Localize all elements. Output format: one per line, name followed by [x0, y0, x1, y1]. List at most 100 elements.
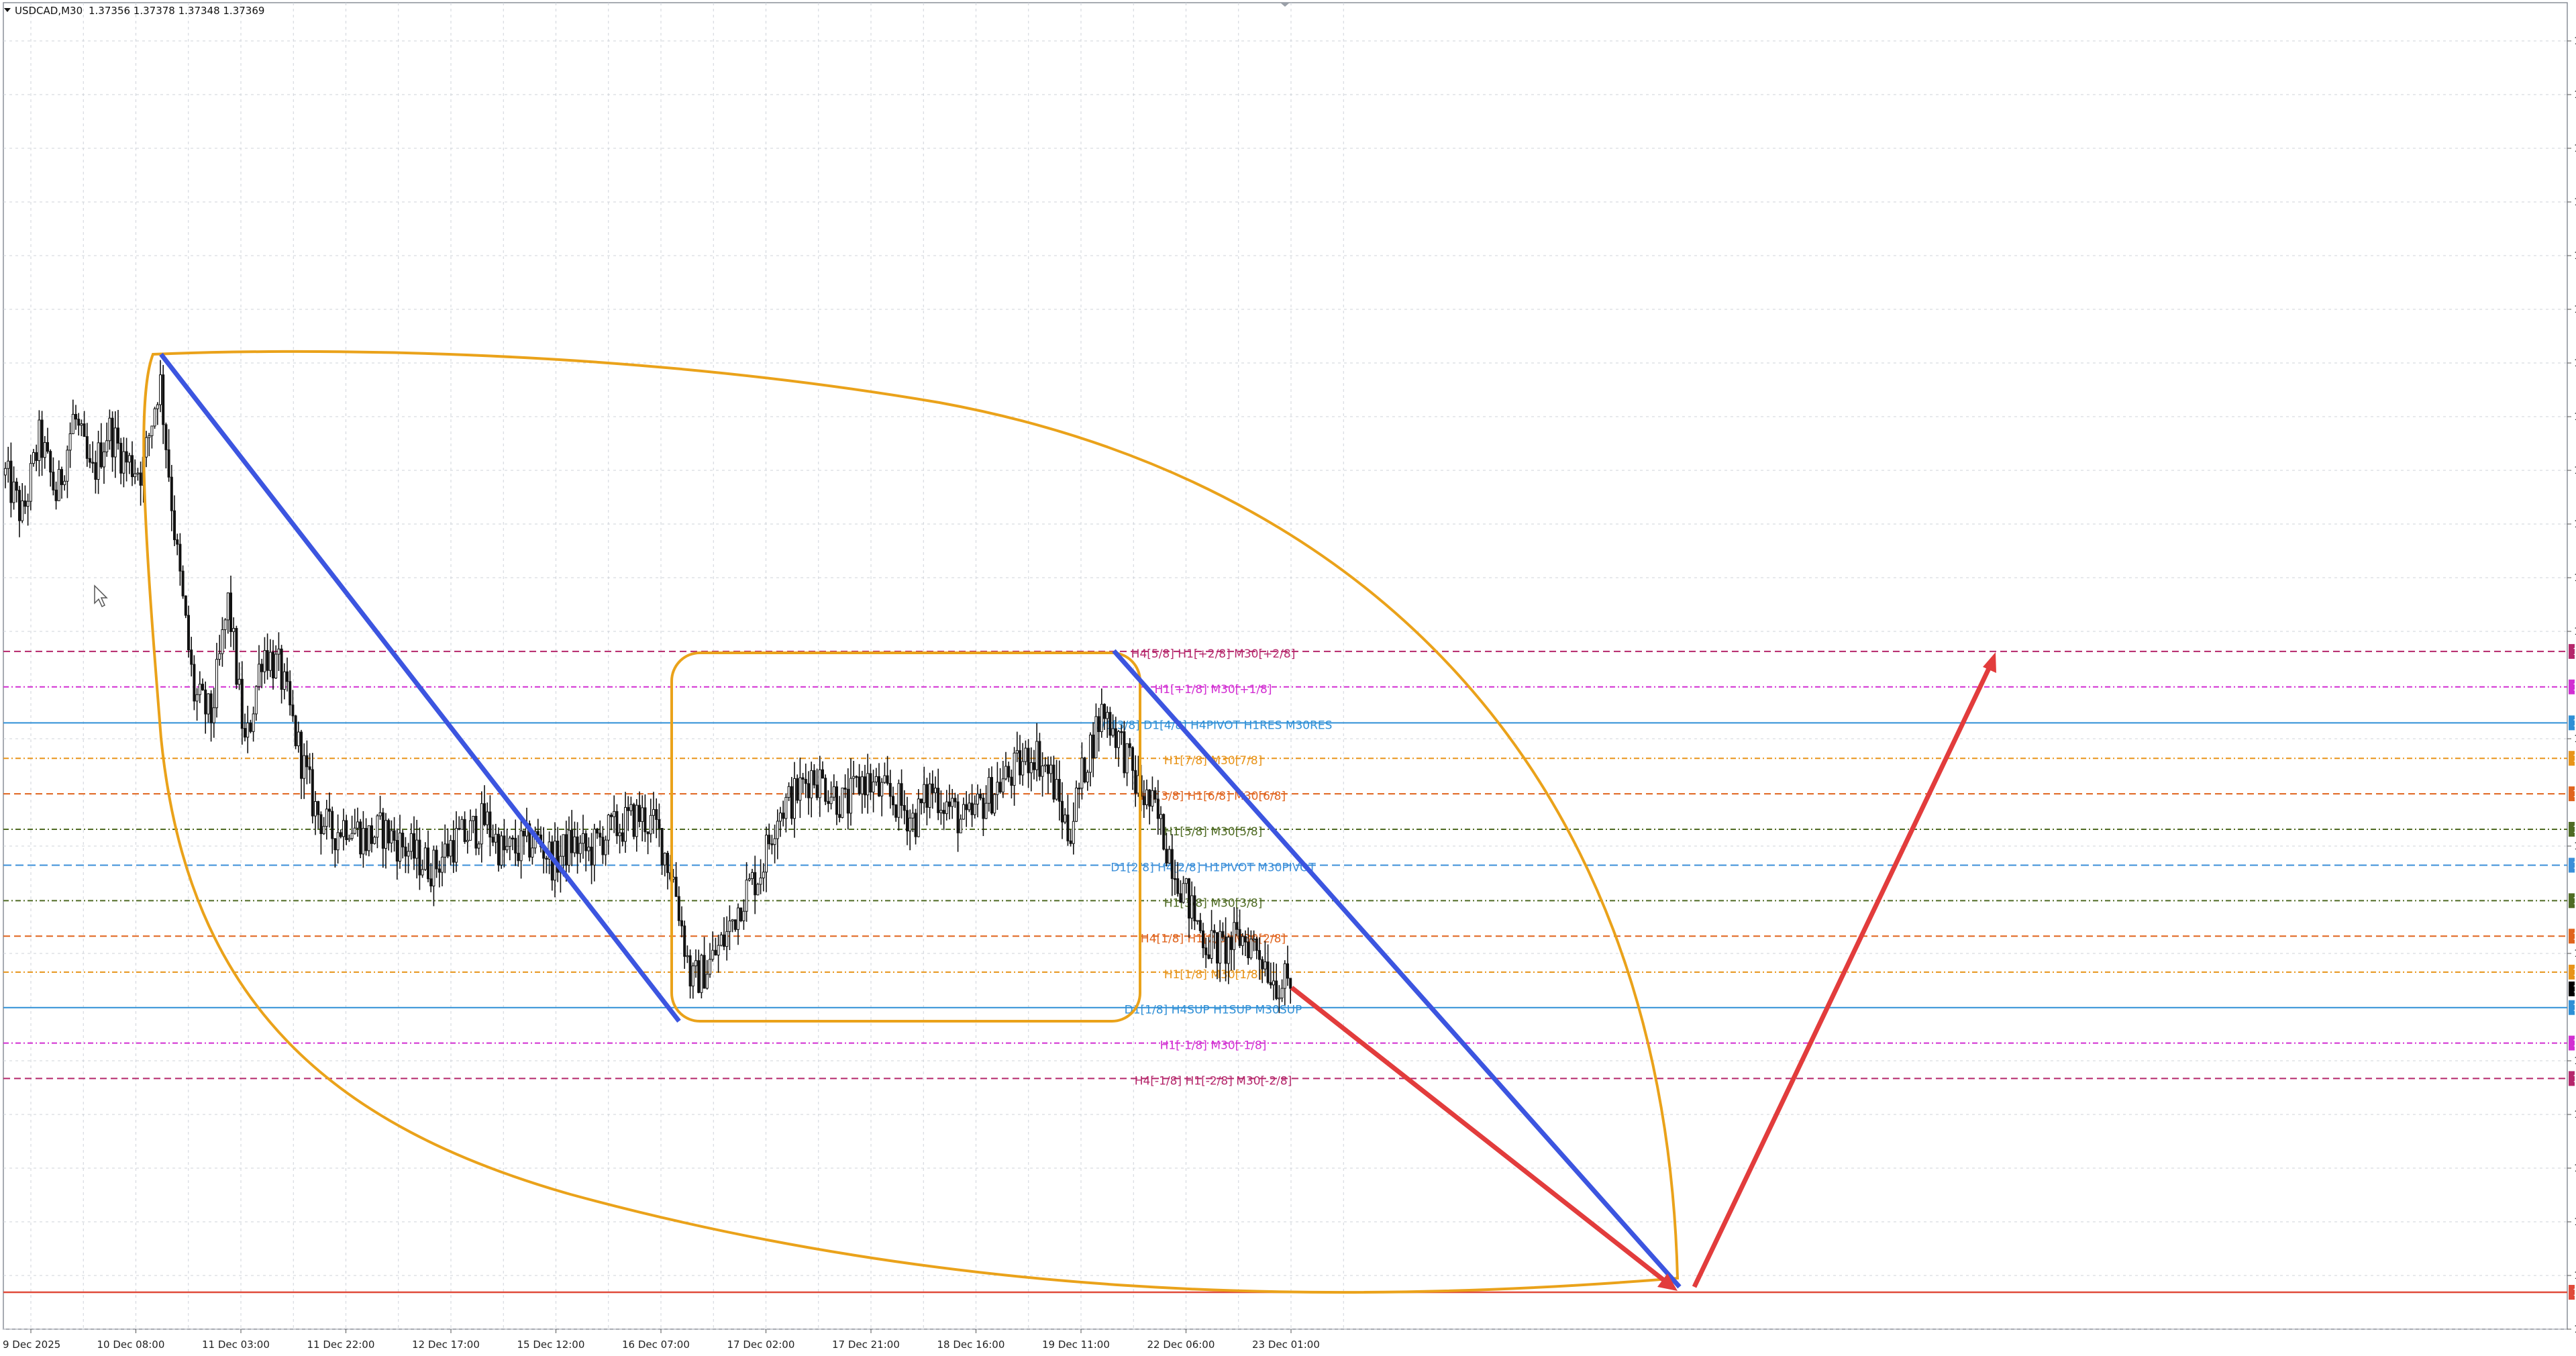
red-arrow-down	[1290, 986, 1670, 1286]
candle-body	[373, 837, 376, 844]
candle-body	[793, 778, 796, 819]
candle-body	[1221, 931, 1225, 937]
price-badge	[2569, 1285, 2575, 1300]
candle-body	[945, 801, 948, 815]
candle-body	[12, 481, 15, 503]
candle-body	[584, 833, 588, 851]
candle-body	[1170, 849, 1174, 879]
candle-body	[987, 777, 990, 804]
dropdown-triangle-icon[interactable]	[4, 8, 11, 12]
candle-body	[195, 694, 199, 702]
candle-body	[872, 781, 875, 793]
candle-body	[1123, 731, 1126, 774]
level-label: H1[1/8] M30[1/8]	[1164, 968, 1263, 982]
price-tick-label: 1.36755	[2574, 1269, 2576, 1282]
candle-body	[1269, 982, 1272, 986]
candle-body	[1230, 937, 1233, 950]
level-label: D1[1/8] H4SUP H1SUP M30SUP	[1125, 1004, 1302, 1017]
candle-body	[460, 819, 464, 830]
candle-body	[838, 814, 841, 818]
candle-body	[1083, 758, 1086, 782]
candle-body	[880, 782, 884, 796]
candle-body	[564, 834, 568, 866]
candle-body	[328, 809, 331, 812]
candle-body	[1224, 936, 1227, 964]
candle-body	[674, 876, 678, 897]
chart-shift-marker-icon[interactable]	[1280, 3, 1290, 7]
candle-body	[827, 800, 830, 804]
candle-body	[1286, 963, 1289, 979]
candle-body	[832, 786, 835, 798]
candle-body	[435, 849, 438, 870]
candle-body	[181, 570, 185, 596]
candle-body	[395, 839, 399, 862]
candle-body	[717, 945, 720, 955]
price-tick-label: 1.39285	[2574, 89, 2576, 101]
candle-body	[43, 442, 46, 458]
candle-body	[874, 776, 878, 782]
candle-body	[77, 419, 81, 426]
candle-body	[268, 651, 272, 671]
candle-body	[437, 868, 441, 873]
candle-body	[700, 955, 703, 993]
candle-body	[9, 460, 13, 503]
candle-body	[723, 934, 725, 947]
candle-body	[134, 473, 137, 478]
candle-body	[60, 469, 63, 485]
candle-body	[641, 807, 644, 822]
candle-body	[545, 857, 548, 860]
candle-body	[446, 843, 450, 857]
candle-body	[381, 812, 384, 849]
candle-body	[1013, 752, 1016, 786]
price-badge-label: 1.37711	[2573, 825, 2576, 835]
candle-body	[1015, 750, 1019, 753]
candle-body	[1261, 959, 1264, 970]
candle-body	[866, 773, 870, 796]
candle-body	[804, 778, 807, 784]
candle-body	[1058, 779, 1061, 802]
candle-body	[1027, 747, 1030, 774]
candle-body	[660, 828, 664, 866]
candle-body	[1128, 743, 1131, 748]
candle-body	[1047, 764, 1049, 774]
candle-body	[939, 810, 943, 813]
candle-body	[348, 838, 351, 841]
candle-body	[305, 755, 309, 768]
candle-body	[1078, 787, 1081, 790]
candle-body	[378, 812, 382, 817]
candle-body	[562, 834, 565, 857]
price-badge-label: 1.37405	[2573, 968, 2576, 978]
candle-body	[1252, 938, 1255, 941]
candle-body	[252, 713, 255, 732]
candle-body	[835, 786, 838, 815]
candle-body	[751, 872, 754, 879]
candle-body	[911, 813, 915, 819]
candle-body	[1289, 978, 1292, 989]
candle-body	[1272, 980, 1275, 986]
price-tick-label: 1.38940	[2574, 250, 2576, 262]
candle-body	[604, 839, 607, 855]
candle-body	[1238, 929, 1241, 946]
candle-body	[68, 433, 72, 451]
candle-body	[652, 809, 655, 816]
candle-body	[920, 798, 923, 804]
candle-body	[29, 463, 32, 502]
candle-body	[339, 832, 342, 837]
orange-arc-shape	[142, 350, 1680, 1294]
candle-body	[773, 838, 776, 845]
candle-body	[632, 804, 635, 837]
time-tick-label: 9 Dec 2025	[3, 1339, 60, 1351]
candle-body	[7, 460, 10, 469]
candle-body	[982, 797, 985, 819]
candle-body	[1043, 764, 1047, 766]
candle-body	[66, 450, 69, 482]
candle-body	[198, 684, 201, 695]
candle-body	[993, 794, 996, 814]
candle-body	[1196, 920, 1199, 922]
candle-body	[99, 442, 103, 468]
candle-body	[350, 833, 354, 839]
candle-body	[733, 919, 737, 930]
candle-body	[1111, 728, 1115, 736]
candle-body	[1114, 728, 1117, 748]
